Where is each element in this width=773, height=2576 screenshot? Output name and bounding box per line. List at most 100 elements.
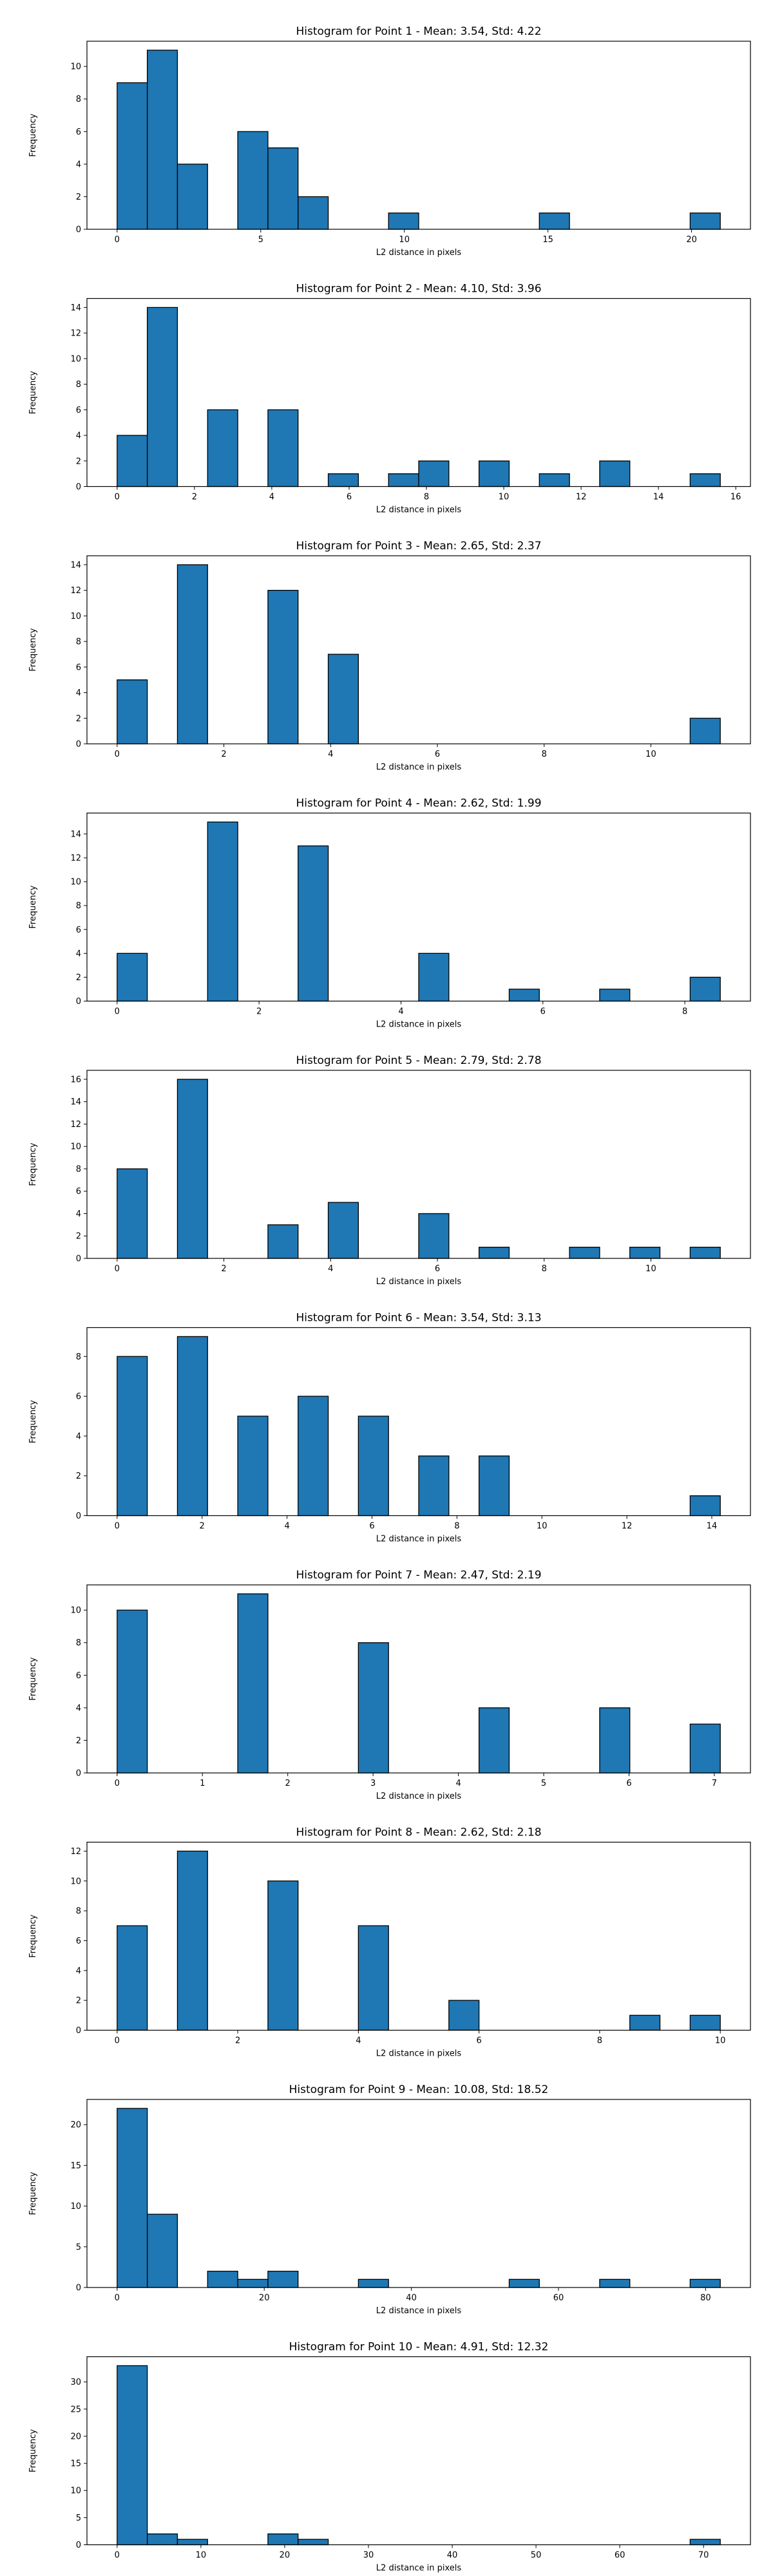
y-tick-label: 14 — [70, 560, 81, 570]
y-tick-label: 15 — [70, 2459, 81, 2469]
y-tick-label: 25 — [70, 2405, 81, 2414]
histogram-bar — [267, 1880, 299, 2031]
x-tick-label: 0 — [115, 1007, 120, 1017]
histogram-bar — [267, 2533, 299, 2546]
x-tick-label: 10 — [645, 1264, 656, 1274]
x-tick-label: 8 — [424, 493, 429, 502]
histogram-bar — [508, 2278, 540, 2288]
y-tick-label: 4 — [76, 688, 81, 698]
histogram-bar — [177, 1336, 208, 1517]
y-axis-label: Frequency — [28, 371, 38, 414]
x-tick-label: 0 — [115, 750, 120, 759]
histogram-bar — [629, 2014, 661, 2031]
histogram-bar — [689, 1723, 721, 1774]
axes-frame — [86, 1327, 751, 1517]
y-tick-label: 4 — [76, 1703, 81, 1713]
histogram-bar — [418, 952, 450, 1002]
histogram-bar — [478, 1246, 510, 1259]
y-axis-label: Frequency — [28, 2172, 38, 2215]
histogram-bar — [539, 213, 570, 230]
x-tick-label: 0 — [115, 1522, 120, 1531]
axes-frame — [86, 812, 751, 1002]
x-tick-label: 4 — [398, 1007, 403, 1017]
histogram-bar — [689, 1495, 721, 1517]
y-tick-label: 2 — [76, 1472, 81, 1481]
histogram-bar — [418, 1213, 450, 1259]
y-tick-label: 8 — [76, 1164, 81, 1174]
axes-frame — [86, 2099, 751, 2288]
y-tick-label: 8 — [76, 95, 81, 104]
x-tick-label: 20 — [280, 2551, 291, 2561]
histogram-bar — [689, 976, 721, 1002]
y-tick-label: 0 — [76, 997, 81, 1007]
histogram-bar — [237, 1416, 269, 1517]
y-tick-label: 0 — [76, 482, 81, 492]
x-axis-label: L2 distance in pixels — [376, 506, 462, 515]
x-tick-label: 40 — [447, 2551, 458, 2561]
histogram-bar — [599, 989, 631, 1002]
x-tick-label: 80 — [700, 2293, 711, 2303]
histogram-bar — [207, 2271, 238, 2288]
y-tick-label: 4 — [76, 431, 81, 441]
chart-title: Histogram for Point 7 - Mean: 2.47, Std:… — [296, 1569, 541, 1582]
y-axis-label: Frequency — [28, 886, 38, 929]
x-tick-label: 6 — [476, 2036, 481, 2046]
x-tick-label: 0 — [115, 1779, 120, 1788]
y-tick-label: 4 — [76, 1209, 81, 1219]
histogram-bar — [478, 460, 510, 488]
y-tick-label: 10 — [70, 2486, 81, 2496]
y-tick-label: 14 — [70, 829, 81, 839]
histogram-bar — [237, 131, 269, 230]
chart-title: Histogram for Point 1 - Mean: 3.54, Std:… — [296, 25, 541, 38]
x-tick-label: 0 — [115, 2293, 120, 2303]
x-tick-label: 0 — [115, 493, 120, 502]
x-tick-label: 10 — [196, 2551, 207, 2561]
histogram-bar — [237, 2278, 269, 2288]
x-tick-label: 60 — [615, 2551, 625, 2561]
axes-frame — [86, 1584, 751, 1774]
x-tick-label: 7 — [712, 1779, 717, 1788]
histogram-bar — [117, 952, 148, 1002]
histogram-bar — [117, 679, 148, 744]
x-tick-label: 4 — [328, 750, 333, 759]
x-tick-label: 15 — [542, 235, 553, 245]
y-tick-label: 6 — [76, 1671, 81, 1681]
histogram-bar — [267, 589, 299, 744]
axes-frame — [86, 2356, 751, 2546]
y-tick-label: 14 — [70, 303, 81, 313]
x-tick-label: 10 — [399, 235, 410, 245]
x-tick-label: 10 — [537, 1522, 548, 1531]
x-tick-label: 8 — [542, 750, 547, 759]
x-tick-label: 3 — [370, 1779, 376, 1788]
x-tick-label: 40 — [406, 2293, 417, 2303]
x-tick-label: 10 — [715, 2036, 726, 2046]
histogram-panel-8: 0 2 4 6 8 10 0 2 4 6 8 10 12 Histogram for Point 8 - … — [28, 1826, 751, 2059]
histogram-bar — [569, 1246, 600, 1259]
chart-title: Histogram for Point 3 - Mean: 2.65, Std:… — [296, 540, 541, 553]
x-tick-label: 6 — [435, 1264, 440, 1274]
histogram-bar — [267, 2271, 299, 2288]
y-axis-label: Frequency — [28, 113, 38, 156]
x-tick-label: 8 — [542, 1264, 547, 1274]
x-tick-label: 16 — [730, 493, 741, 502]
histogram-bar — [237, 1593, 269, 1774]
histogram-bar — [689, 2278, 721, 2288]
y-tick-label: 10 — [70, 1606, 81, 1616]
y-tick-label: 15 — [70, 2161, 81, 2171]
x-tick-label: 4 — [328, 1264, 333, 1274]
histogram-bar — [267, 1224, 299, 1259]
x-axis-label: L2 distance in pixels — [376, 1020, 462, 1030]
x-tick-label: 14 — [707, 1522, 718, 1531]
x-tick-label: 20 — [686, 235, 697, 245]
y-tick-label: 0 — [76, 1769, 81, 1779]
x-tick-label: 8 — [454, 1522, 459, 1531]
y-tick-label: 6 — [76, 1392, 81, 1402]
histogram-bar — [177, 1850, 208, 2031]
x-axis-label: L2 distance in pixels — [376, 1277, 462, 1287]
x-tick-label: 14 — [653, 493, 664, 502]
x-axis-label: L2 distance in pixels — [376, 2049, 462, 2059]
y-tick-label: 2 — [76, 457, 81, 466]
histogram-panel-5: 0 2 4 6 8 10 0 2 4 6 8 10 12 14 16 Histogram for Point … — [28, 1054, 751, 1287]
histogram-panel-6: 0 2 4 6 8 10 12 14 0 2 4 6 8 Histogram for Point 6 - … — [28, 1312, 751, 1544]
y-tick-label: 12 — [70, 854, 81, 864]
